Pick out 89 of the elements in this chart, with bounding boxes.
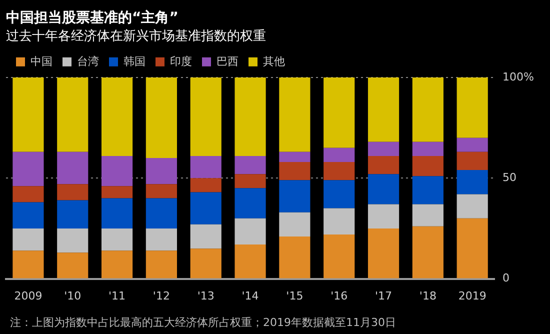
bar bbox=[57, 152, 88, 184]
bar bbox=[12, 152, 44, 186]
legend-label: 印度 bbox=[170, 54, 192, 68]
bar bbox=[324, 162, 355, 180]
bar bbox=[12, 202, 44, 228]
x-tick-label: '15 bbox=[286, 289, 304, 302]
y-tick-label: 100% bbox=[502, 70, 534, 84]
bar bbox=[412, 77, 444, 142]
bar bbox=[234, 174, 266, 188]
bar bbox=[146, 158, 177, 184]
x-tick-label: 2009 bbox=[14, 289, 42, 302]
chart-subtitle: 过去十年各经济体在新兴市场基准指数的权重 bbox=[6, 28, 266, 44]
bar bbox=[368, 228, 400, 278]
bar bbox=[412, 156, 444, 176]
bar bbox=[412, 204, 444, 226]
bar bbox=[101, 186, 133, 198]
bar bbox=[279, 180, 310, 212]
bar bbox=[324, 180, 355, 208]
bar bbox=[12, 77, 44, 152]
legend-label: 中国 bbox=[30, 54, 52, 68]
bar bbox=[412, 142, 444, 156]
bar bbox=[101, 198, 133, 228]
x-tick-label: '17 bbox=[375, 289, 392, 302]
bar bbox=[190, 248, 222, 278]
x-tick-label: 2019 bbox=[458, 289, 486, 302]
y-tick-label: 0 bbox=[502, 272, 510, 285]
bar bbox=[279, 77, 310, 152]
y-tick-label: 50 bbox=[502, 170, 517, 184]
bar bbox=[456, 138, 488, 152]
bar bbox=[456, 152, 488, 170]
bar bbox=[101, 250, 133, 278]
x-tick-label: '12 bbox=[152, 289, 170, 302]
x-tick-label: '16 bbox=[330, 289, 348, 302]
bar bbox=[57, 77, 88, 152]
bar bbox=[368, 156, 400, 174]
bar bbox=[456, 170, 488, 194]
bar bbox=[368, 77, 400, 142]
bar bbox=[368, 204, 400, 228]
bar bbox=[456, 194, 488, 218]
bar bbox=[456, 77, 488, 138]
bar bbox=[190, 192, 222, 224]
bar bbox=[412, 226, 444, 278]
bar bbox=[57, 184, 88, 200]
bar bbox=[456, 218, 488, 278]
bar bbox=[101, 156, 133, 186]
bar bbox=[12, 228, 44, 251]
bar bbox=[234, 244, 266, 278]
bar bbox=[324, 234, 355, 278]
bar bbox=[279, 236, 310, 278]
bar bbox=[279, 152, 310, 162]
bar bbox=[57, 200, 88, 228]
bar bbox=[146, 250, 177, 278]
bar bbox=[279, 212, 310, 237]
bar bbox=[324, 208, 355, 234]
bar bbox=[324, 148, 355, 162]
bar bbox=[234, 156, 266, 174]
bar bbox=[101, 77, 133, 156]
bar bbox=[234, 188, 266, 218]
bar bbox=[190, 178, 222, 192]
legend-label: 其他 bbox=[263, 54, 285, 68]
x-tick-label: '18 bbox=[419, 289, 436, 302]
bar bbox=[279, 162, 310, 180]
x-tick-label: '11 bbox=[108, 289, 126, 302]
x-tick-label: '14 bbox=[242, 289, 259, 302]
bar bbox=[368, 174, 400, 204]
legend-label: 韩国 bbox=[124, 54, 146, 68]
bar bbox=[190, 77, 222, 156]
bar bbox=[190, 156, 222, 178]
bar bbox=[234, 77, 266, 156]
text: 注：上图为指数中占比最高的五大经济体所占权重；2019年数据截至11月30日 bbox=[10, 316, 396, 329]
bar bbox=[234, 218, 266, 245]
bar bbox=[101, 228, 133, 251]
x-tick-label: '13 bbox=[197, 289, 214, 302]
bar bbox=[190, 224, 222, 249]
bar bbox=[368, 142, 400, 156]
x-tick-label: '10 bbox=[64, 289, 82, 302]
bar bbox=[57, 228, 88, 253]
bar bbox=[324, 77, 355, 148]
bar bbox=[146, 198, 177, 228]
chart-title: 中国担当股票基准的“主角” bbox=[6, 9, 178, 26]
legend-label: 台湾 bbox=[77, 54, 99, 68]
bar bbox=[412, 176, 444, 204]
bar bbox=[12, 250, 44, 278]
bar bbox=[57, 252, 88, 278]
bar bbox=[146, 184, 177, 198]
bar bbox=[146, 77, 177, 158]
legend-label: 巴西 bbox=[216, 54, 238, 68]
bar bbox=[12, 186, 44, 202]
bar bbox=[146, 228, 177, 251]
